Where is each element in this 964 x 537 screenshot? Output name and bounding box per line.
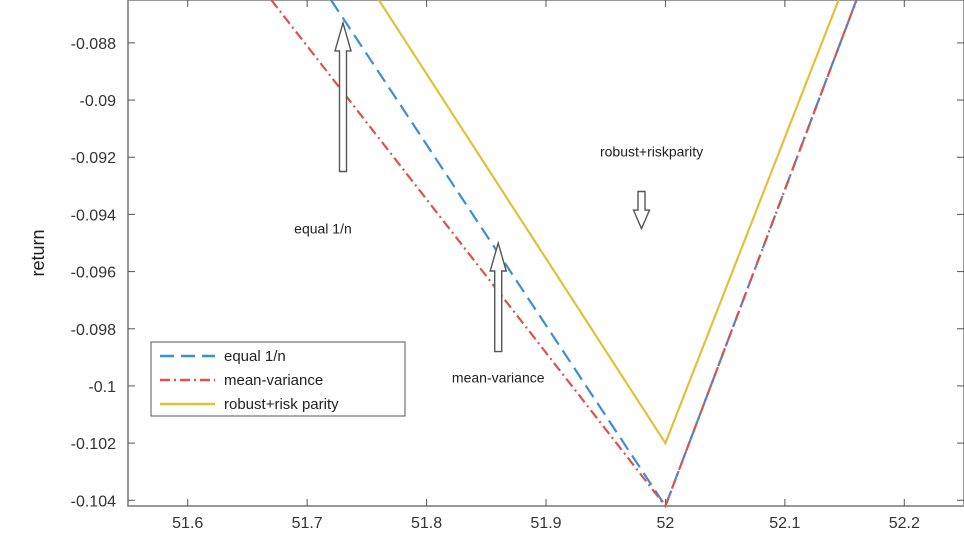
legend: equal 1/n mean-variance robust+risk parity [150, 341, 406, 417]
x-tick-label: 51.9 [530, 515, 561, 532]
y-tick-label: -0.098 [71, 322, 116, 339]
y-tick-label: -0.088 [71, 36, 116, 53]
y-tick-label: -0.09 [80, 93, 117, 110]
y-tick-label: -0.104 [71, 493, 116, 510]
series-line [270, 0, 858, 509]
annotation-arrow [334, 20, 352, 173]
x-tick-label: 52.1 [769, 515, 800, 532]
annotation-arrow [489, 240, 508, 353]
legend-label: equal 1/n [224, 348, 286, 365]
legend-label: robust+risk parity [224, 396, 339, 413]
legend-label: mean-variance [224, 372, 323, 389]
annotation-label: robust+riskparity [600, 144, 703, 160]
annotations-layer: equal 1/n robust+riskparity mean-variance [294, 20, 703, 385]
x-tick-label: 52.2 [889, 515, 920, 532]
x-tick-label: 51.6 [172, 515, 203, 532]
series-layer [270, 0, 858, 509]
y-tick-label: -0.092 [71, 150, 116, 167]
x-tick-label: 51.8 [411, 515, 442, 532]
x-tick-label: 51.7 [292, 515, 323, 532]
y-tick-label: -0.096 [71, 265, 116, 282]
annotation-label: equal 1/n [294, 221, 352, 237]
y-axis: -0.088 -0.09 -0.092 -0.094 -0.096 -0.098 -0.1 -… [71, 36, 964, 510]
x-axis: 51.6 51.7 51.8 51.9 52 52.1 52.2 [172, 0, 920, 532]
y-tick-label: -0.094 [71, 207, 116, 224]
y-axis-label: return [28, 229, 48, 276]
plot-area [127, 0, 964, 507]
y-tick-label: -0.1 [88, 379, 116, 396]
annotation-arrow [632, 190, 651, 231]
annotation-label: mean-variance [452, 369, 545, 385]
x-tick-label: 52 [657, 515, 675, 532]
series-line [377, 0, 840, 446]
y-tick-label: -0.102 [71, 436, 116, 453]
